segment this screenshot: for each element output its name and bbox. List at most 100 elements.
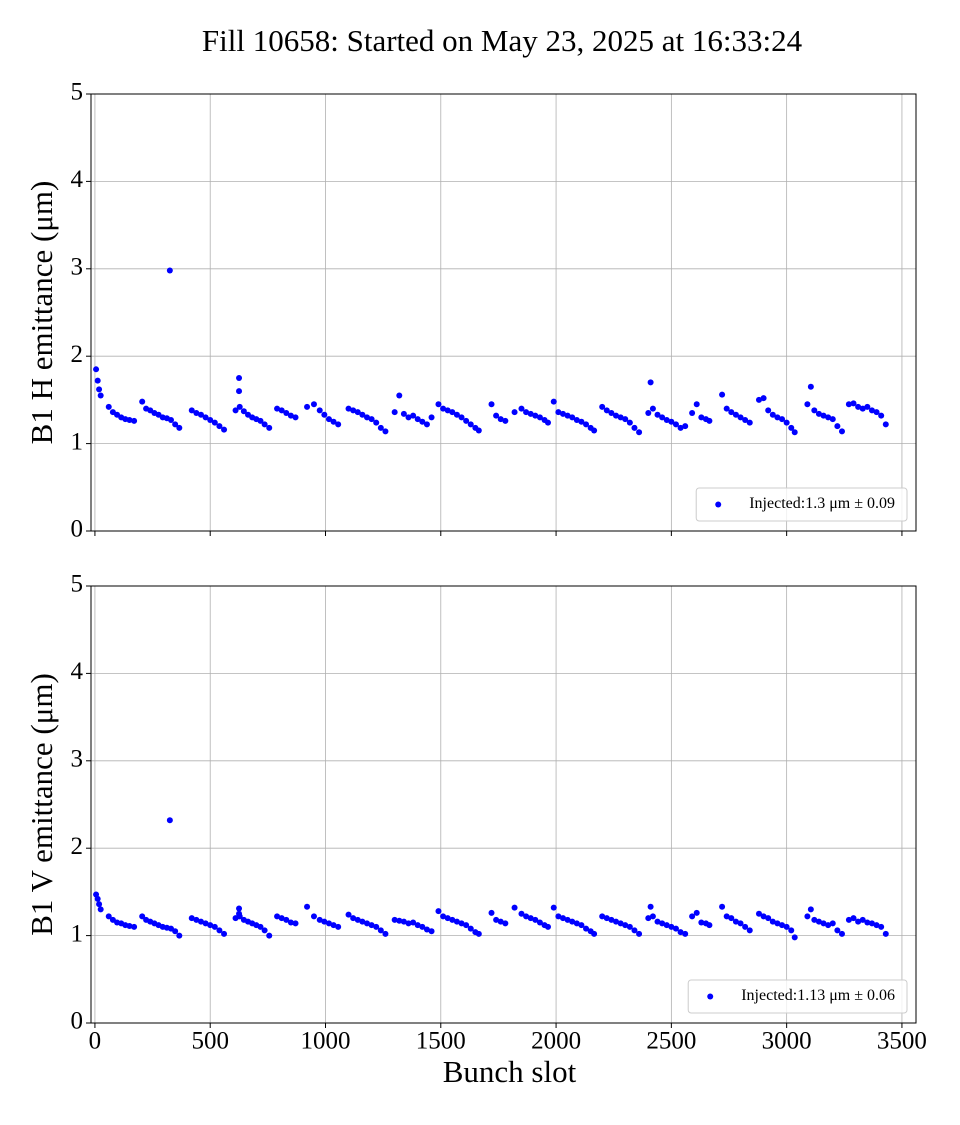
data-point [783,419,790,426]
data-point [350,915,357,922]
data-point [363,414,370,421]
data-point [760,395,767,402]
data-point [105,403,112,410]
data-point [497,918,504,925]
data-point [96,901,103,908]
data-point [428,928,435,935]
data-point [559,410,566,417]
data-point [93,366,100,373]
data-point [518,910,525,917]
data-point [689,410,696,417]
data-point [325,416,332,423]
data-point [197,918,204,925]
data-point [172,421,179,428]
x-tick-label: 0 [89,1028,102,1055]
data-point [645,410,652,417]
data-point [354,409,361,416]
data-point [599,913,606,920]
data-point [440,405,447,412]
data-point [368,416,375,423]
data-point [737,414,744,421]
data-point [202,414,209,421]
data-point [791,429,798,436]
data-point [316,407,323,414]
data-point [359,918,366,925]
data-point [613,412,620,419]
data-point [682,423,689,430]
data-point [216,423,223,430]
data-point [168,417,175,424]
data-point [647,903,654,910]
data-point [850,400,857,407]
data-point [359,411,366,418]
data-point [765,915,772,922]
data-point [444,915,451,922]
data-point [527,410,534,417]
data-point [647,379,654,386]
data-point [283,410,290,417]
axes-frame [90,585,917,1024]
data-point [807,906,814,913]
data-point [310,913,317,920]
data-point [278,407,285,414]
data-point [193,916,200,923]
data-point [779,416,786,423]
data-point [139,398,146,405]
data-point [737,920,744,927]
axes-frame [90,93,917,532]
legend-marker [707,993,714,1000]
data-point [325,920,332,927]
data-point [550,398,557,405]
data-point [769,918,776,925]
data-point [257,923,264,930]
data-point [631,927,638,934]
y-tick-label: 0 [71,516,84,543]
data-point [804,913,811,920]
data-point [193,410,200,417]
data-point [126,922,133,929]
data-point [345,911,352,918]
data-point [377,424,384,431]
data-point [287,919,294,926]
data-point [236,905,243,912]
data-point [396,917,403,924]
data-point [591,427,598,434]
data-point [423,421,430,428]
data-point [760,913,767,920]
legend: Injected:1.3 μm ± 0.09 [695,487,908,522]
data-point [672,925,679,932]
data-point [755,910,762,917]
data-point [755,396,762,403]
y-tick-label: 0 [71,1008,84,1035]
data-point [463,417,470,424]
data-point [742,923,749,930]
data-point [497,416,504,423]
y-tick-label: 1 [71,920,84,947]
data-point [719,903,726,910]
data-point [423,926,430,933]
data-point [197,411,204,418]
data-point [410,412,417,419]
data-point [636,930,643,937]
data-point [532,412,539,419]
data-point [659,920,666,927]
data-point [266,424,273,431]
data-point [559,915,566,922]
data-point [788,927,795,934]
data-point [811,407,818,414]
data-point [488,401,495,408]
data-point [382,428,389,435]
data-point [94,377,101,384]
data-point [532,916,539,923]
data-point [316,916,323,923]
data-point [631,424,638,431]
data-point [467,925,474,932]
data-point [283,916,290,923]
data-point [188,915,195,922]
y-tick-label: 5 [71,79,84,106]
data-point [221,930,228,937]
data-point [440,913,447,920]
data-point [693,401,700,408]
data-point [742,417,749,424]
data-point [488,909,495,916]
